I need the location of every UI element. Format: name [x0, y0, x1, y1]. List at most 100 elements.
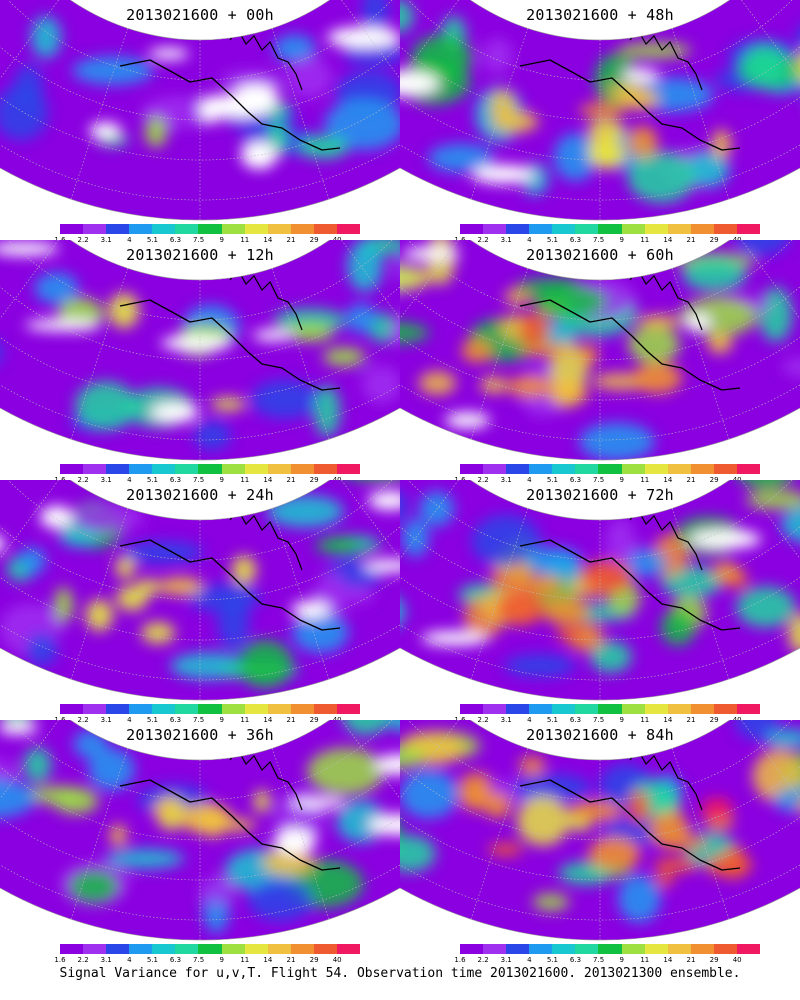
colorbar-segment	[621, 224, 645, 234]
colorbar-segment	[175, 224, 199, 234]
forecast-panel: 2013021600 + 36h 1.6 2.2 3.1 4 5.1 6.3 7.5 9 11 14…	[0, 720, 400, 964]
colorbar-segment	[575, 944, 599, 954]
colorbar-tick-label: 5.1	[546, 476, 558, 484]
panel-title: 2013021600 + 72h	[526, 486, 674, 504]
colorbar-segment	[313, 704, 337, 714]
colorbar-segment	[83, 704, 107, 714]
colorbar-segment	[129, 464, 153, 474]
colorbar-segment	[60, 704, 84, 714]
colorbar-tick-label: 3.1	[100, 236, 112, 244]
colorbar-segment	[644, 944, 668, 954]
colorbar	[60, 944, 361, 954]
map-outline	[0, 480, 400, 701]
panel-title: 2013021600 + 00h	[126, 6, 274, 24]
variance-field	[400, 240, 800, 461]
variance-field	[0, 480, 400, 701]
forecast-panel: 2013021600 + 72h1.62.23.145.16.37.591114…	[400, 480, 800, 724]
colorbar-segment	[667, 704, 691, 714]
colorbar-segment	[106, 464, 130, 474]
colorbar-tick-label: 7.5	[593, 476, 605, 484]
colorbar-tick-label: 3.1	[100, 476, 112, 484]
map-field	[0, 240, 400, 461]
colorbar-segment	[313, 944, 337, 954]
colorbar-tick-label: 21	[286, 236, 296, 244]
map-field	[400, 0, 800, 221]
coastline	[119, 299, 341, 391]
colorbar-tick-label: 4	[527, 956, 532, 964]
forecast-panel: 2013021600 + 84h 1.6 2.2 3.1 4 5.1 6.3 7.5 9 11 14…	[400, 720, 800, 964]
colorbar-tick-label: 21	[286, 476, 296, 484]
coastline	[229, 508, 303, 571]
colorbar-tick-label: 2.2	[477, 956, 489, 964]
colorbar-tick-label: 6.3	[169, 716, 182, 724]
colorbar-tick-label: 29	[709, 716, 719, 724]
forecast-panel: 2013021600 + 12h1.62.23.145.16.37.591114…	[0, 240, 400, 484]
forecast-panel: 2013021600 + 48h1.62.23.145.16.37.591114…	[400, 0, 800, 244]
colorbar-tick-label: 21	[686, 236, 696, 244]
colorbar-segment	[460, 464, 484, 474]
colorbar-tick-label: 1.6	[454, 956, 466, 964]
colorbar-tick-label: 5.1	[146, 956, 158, 964]
colorbar	[460, 464, 761, 474]
map-outline	[0, 0, 400, 221]
colorbar-tick-label: 6.3	[169, 956, 182, 964]
colorbar-segment	[552, 704, 576, 714]
colorbar-segment	[598, 944, 622, 954]
colorbar-tick-label: 7.5	[193, 956, 205, 964]
colorbar-segment	[736, 944, 761, 954]
figure-caption: Signal Variance for u,v,T. Flight 54. Ob…	[59, 966, 741, 981]
colorbar-segment	[267, 704, 291, 714]
colorbar-tick-label: 4	[127, 236, 132, 244]
colorbar-segment	[690, 464, 714, 474]
colorbar-segment	[552, 944, 576, 954]
colorbar-segment	[198, 224, 222, 234]
colorbar-tick-label: 6.3	[569, 716, 582, 724]
colorbar-segment	[198, 464, 222, 474]
colorbar-segment	[736, 464, 761, 474]
colorbar-segment	[552, 224, 576, 234]
colorbar-segment	[244, 224, 268, 234]
colorbar-tick-label: 3.1	[500, 716, 512, 724]
colorbar-segment	[244, 944, 268, 954]
colorbar-tick-label: 5.1	[546, 716, 558, 724]
forecast-panel: 2013021600 + 24h1.62.23.145.16.37.591114…	[0, 480, 400, 724]
colorbar-segment	[60, 464, 84, 474]
colorbar-segment	[621, 944, 645, 954]
colorbar-tick-label: 21	[686, 956, 696, 964]
colorbar-segment	[152, 224, 176, 234]
colorbar-tick-label: 7.5	[193, 716, 205, 724]
coastline	[519, 779, 741, 871]
colorbar-segment	[644, 704, 668, 714]
colorbar-segment	[460, 704, 484, 714]
variance-field	[0, 0, 400, 221]
colorbar-tick-label: 4	[127, 716, 132, 724]
colorbar-tick-label: 4	[127, 476, 132, 484]
colorbar-tick-label: 4	[127, 956, 132, 964]
colorbar-tick-label: 5.1	[146, 476, 158, 484]
colorbar-segment	[152, 944, 176, 954]
colorbar-segment	[290, 944, 314, 954]
colorbar-tick-label: 2.2	[477, 236, 489, 244]
panel-title: 2013021600 + 60h	[526, 246, 674, 264]
coastline	[229, 28, 303, 91]
colorbar-tick-label: 9	[219, 476, 224, 484]
colorbar-segment	[198, 944, 222, 954]
panel-title: 2013021600 + 84h	[526, 726, 674, 744]
variance-field	[400, 720, 800, 941]
colorbar-tick-label: 4	[527, 236, 532, 244]
colorbar-segment	[460, 224, 484, 234]
colorbar-segment	[644, 464, 668, 474]
colorbar-tick-label: 11	[640, 956, 650, 964]
colorbar	[60, 464, 361, 474]
map-field	[0, 720, 400, 941]
colorbar-tick-label: 14	[263, 236, 273, 244]
colorbar-tick-label: 4	[527, 716, 532, 724]
coastline	[519, 539, 741, 631]
colorbar-segment	[336, 464, 361, 474]
colorbar-segment	[290, 704, 314, 714]
colorbar-segment	[336, 224, 361, 234]
colorbar-segment	[506, 704, 530, 714]
panel-title: 2013021600 + 36h	[126, 726, 274, 744]
colorbar-tick-label: 21	[286, 716, 296, 724]
colorbar-segment	[336, 704, 361, 714]
